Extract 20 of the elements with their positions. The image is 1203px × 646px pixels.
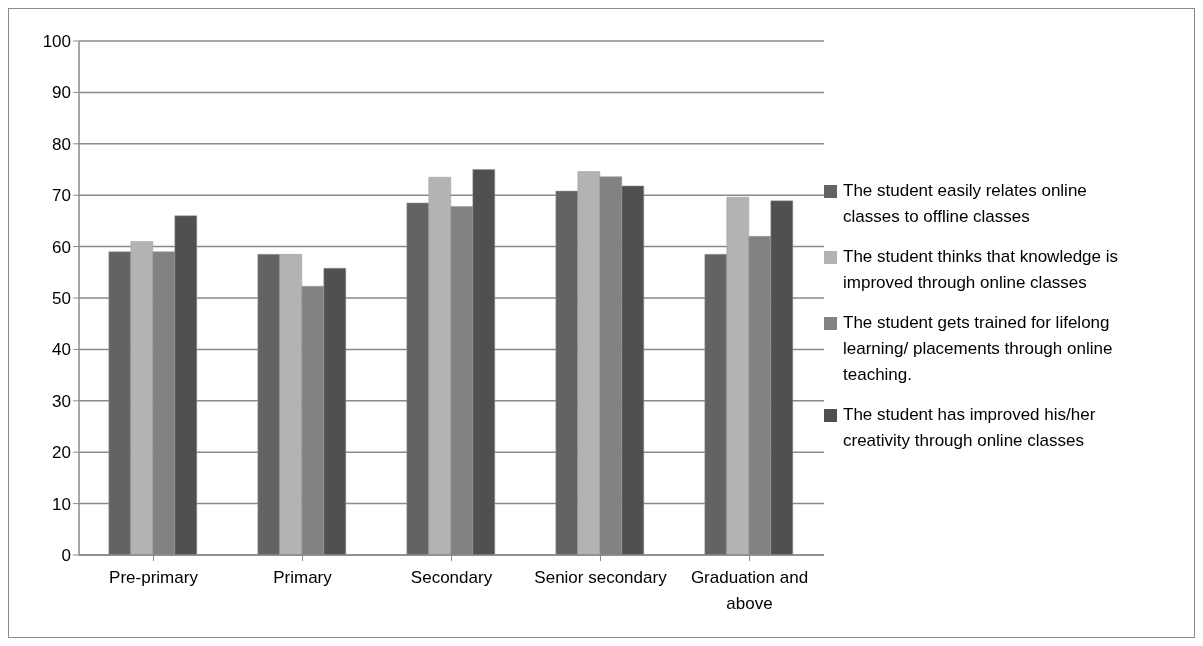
legend-label: The student gets trained for lifelong learning/ placements through online teaching. (843, 312, 1114, 386)
y-tick-label: 40 (52, 340, 71, 360)
legend-label: The student easily relates online classes to offline classes (843, 180, 1088, 228)
legend-label: The student thinks that knowledge is improved through online classes (843, 246, 1119, 294)
x-tick-label: Pre-primary (109, 568, 199, 588)
y-tick-label: 80 (52, 134, 71, 154)
y-tick-label: 100 (42, 32, 71, 52)
x-tick-label: Secondary (410, 568, 493, 588)
y-tick-label: 20 (52, 443, 71, 463)
x-tick-label: Primary (273, 568, 333, 588)
y-tick-label: 70 (52, 186, 71, 206)
x-tick-label: Graduation and above (690, 568, 809, 614)
y-tick-label: 0 (61, 546, 71, 566)
y-tick-label: 60 (52, 237, 71, 257)
x-tick-label: Senior secondary (534, 568, 668, 588)
y-tick-label: 30 (52, 391, 71, 411)
y-tick-label: 10 (52, 494, 71, 514)
y-tick-label: 50 (52, 289, 71, 309)
legend-label: The student has improved his/her creativity through online classes (843, 404, 1097, 452)
y-tick-label: 90 (52, 83, 71, 103)
